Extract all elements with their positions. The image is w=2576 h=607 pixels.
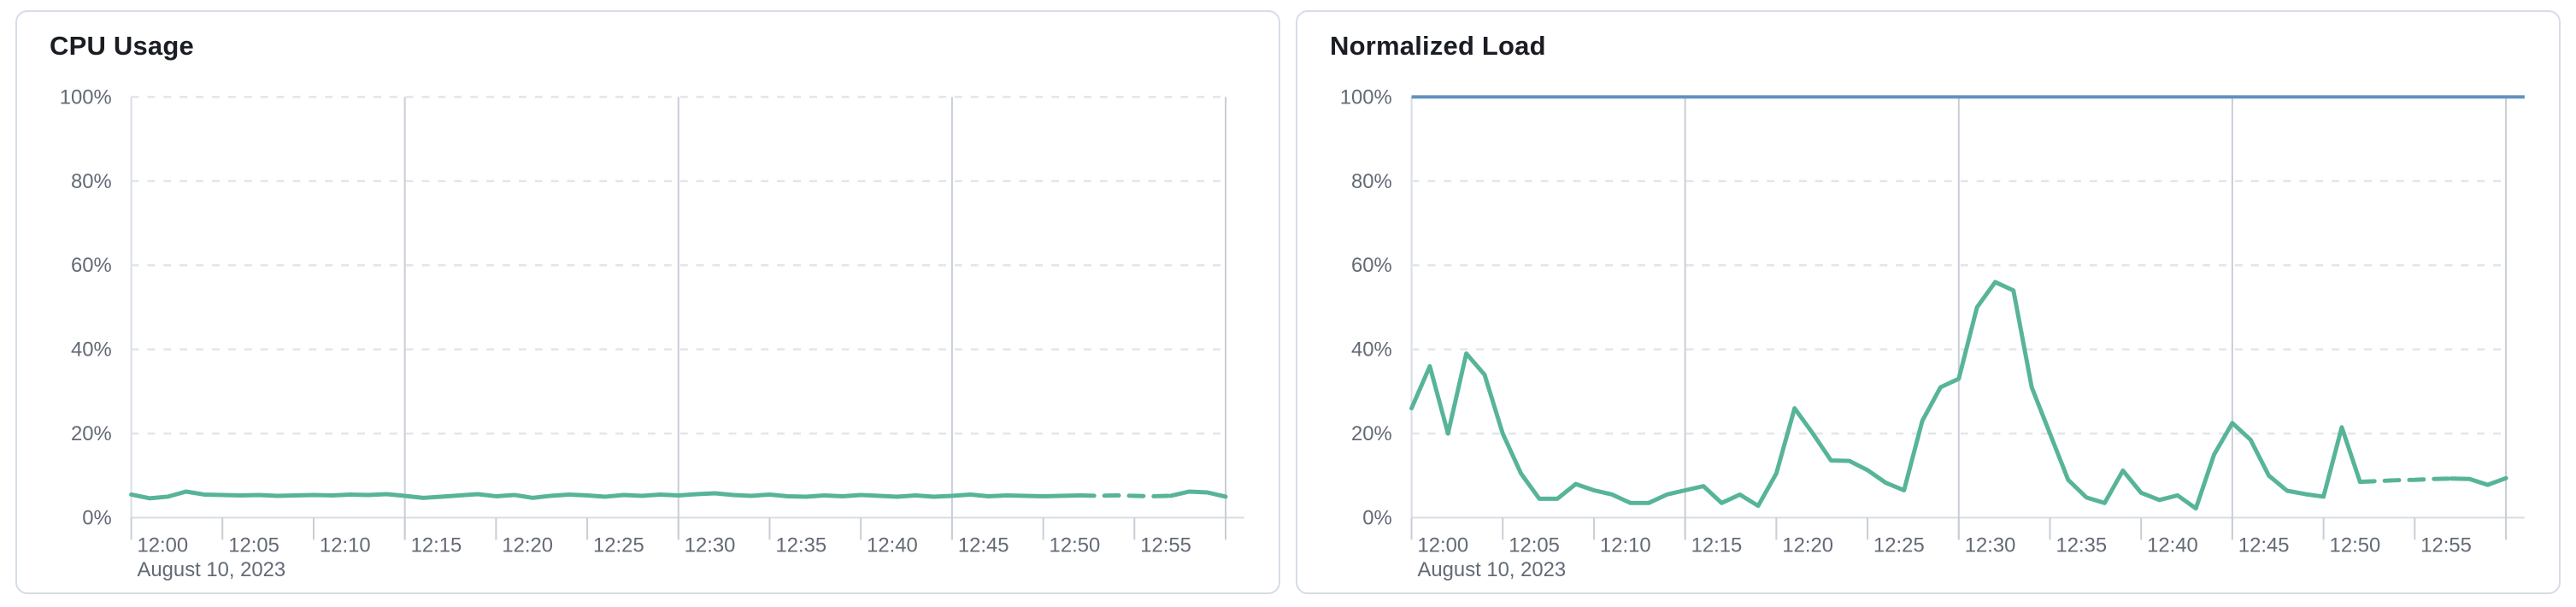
cpu-usage-series bbox=[129, 489, 1228, 501]
svg-text:12:35: 12:35 bbox=[775, 533, 826, 557]
svg-text:12:35: 12:35 bbox=[2056, 533, 2107, 557]
x-axis-ticks bbox=[1410, 517, 2416, 540]
date-annotation: August 10, 2023 bbox=[1418, 558, 1567, 581]
svg-text:60%: 60% bbox=[71, 254, 112, 277]
svg-text:60%: 60% bbox=[1351, 254, 1392, 277]
y-axis-labels: 0% 20% 40% 60% 80% 100% bbox=[1340, 85, 1392, 529]
normalized-load-series bbox=[1409, 280, 2508, 511]
svg-text:12:00: 12:00 bbox=[1418, 533, 1469, 557]
svg-text:12:45: 12:45 bbox=[2238, 533, 2290, 557]
svg-text:12:10: 12:10 bbox=[320, 533, 371, 557]
svg-text:12:55: 12:55 bbox=[2420, 533, 2472, 557]
svg-text:12:25: 12:25 bbox=[1873, 533, 1925, 557]
svg-text:80%: 80% bbox=[71, 170, 112, 193]
svg-text:100%: 100% bbox=[1340, 85, 1392, 109]
svg-text:100%: 100% bbox=[60, 85, 112, 109]
metrics-dashboard: CPU Usage 12:00 12:05 12:10 12:15 12:20 12:25… bbox=[15, 10, 2561, 594]
svg-text:12:40: 12:40 bbox=[2147, 533, 2198, 557]
line-chart-canvas[interactable]: 12:00 12:05 12:10 12:15 12:20 12:25 12:30 12:35… bbox=[17, 12, 1279, 592]
panel-normalized-load: Normalized Load 12:00 12:05 12:10 12:15 12:2… bbox=[1296, 10, 2561, 594]
svg-text:80%: 80% bbox=[1351, 170, 1392, 193]
svg-text:12:45: 12:45 bbox=[958, 533, 1009, 557]
line-chart-canvas[interactable]: 12:00 12:05 12:10 12:15 12:20 12:25 12:30 12:35… bbox=[1297, 12, 2559, 592]
normalized-load-line-chart[interactable]: 12:00 12:05 12:10 12:15 12:20 12:25 12:30 12:35… bbox=[1297, 12, 2559, 592]
svg-text:12:10: 12:10 bbox=[1600, 533, 1651, 557]
svg-text:40%: 40% bbox=[1351, 339, 1392, 362]
x-axis-labels: 12:00 12:05 12:10 12:15 12:20 12:25 12:30 12:35… bbox=[1418, 533, 2472, 557]
svg-text:12:05: 12:05 bbox=[228, 533, 279, 557]
panel-title-normalized-load: Normalized Load bbox=[1330, 31, 1546, 61]
svg-text:20%: 20% bbox=[71, 422, 112, 445]
vertical-gridlines bbox=[1684, 97, 2508, 540]
svg-text:12:05: 12:05 bbox=[1509, 533, 1560, 557]
svg-text:40%: 40% bbox=[71, 339, 112, 362]
svg-text:0%: 0% bbox=[1362, 506, 1391, 529]
svg-text:12:15: 12:15 bbox=[1691, 533, 1743, 557]
svg-text:12:40: 12:40 bbox=[867, 533, 918, 557]
x-axis-ticks bbox=[130, 517, 1136, 540]
svg-text:12:30: 12:30 bbox=[1965, 533, 2016, 557]
panel-cpu-usage: CPU Usage 12:00 12:05 12:10 12:15 12:20 12:25… bbox=[15, 10, 1280, 594]
svg-text:12:00: 12:00 bbox=[138, 533, 189, 557]
date-annotation: August 10, 2023 bbox=[138, 558, 286, 581]
vertical-gridlines bbox=[403, 97, 1227, 540]
panel-title-cpu-usage: CPU Usage bbox=[50, 31, 194, 61]
x-axis-labels: 12:00 12:05 12:10 12:15 12:20 12:25 12:30 12:35… bbox=[138, 533, 1191, 557]
svg-text:0%: 0% bbox=[82, 506, 111, 529]
svg-text:12:30: 12:30 bbox=[685, 533, 736, 557]
svg-text:12:25: 12:25 bbox=[593, 533, 644, 557]
horizontal-gridlines bbox=[131, 96, 1226, 435]
svg-text:12:20: 12:20 bbox=[1782, 533, 1833, 557]
y-axis-labels: 0% 20% 40% 60% 80% 100% bbox=[60, 85, 112, 529]
svg-text:12:50: 12:50 bbox=[2330, 533, 2381, 557]
svg-text:12:15: 12:15 bbox=[411, 533, 462, 557]
cpu-usage-line-chart[interactable]: 12:00 12:05 12:10 12:15 12:20 12:25 12:30 12:35… bbox=[17, 12, 1279, 592]
svg-text:12:55: 12:55 bbox=[1140, 533, 1191, 557]
svg-text:20%: 20% bbox=[1351, 422, 1392, 445]
svg-text:12:20: 12:20 bbox=[502, 533, 553, 557]
svg-text:12:50: 12:50 bbox=[1050, 533, 1101, 557]
